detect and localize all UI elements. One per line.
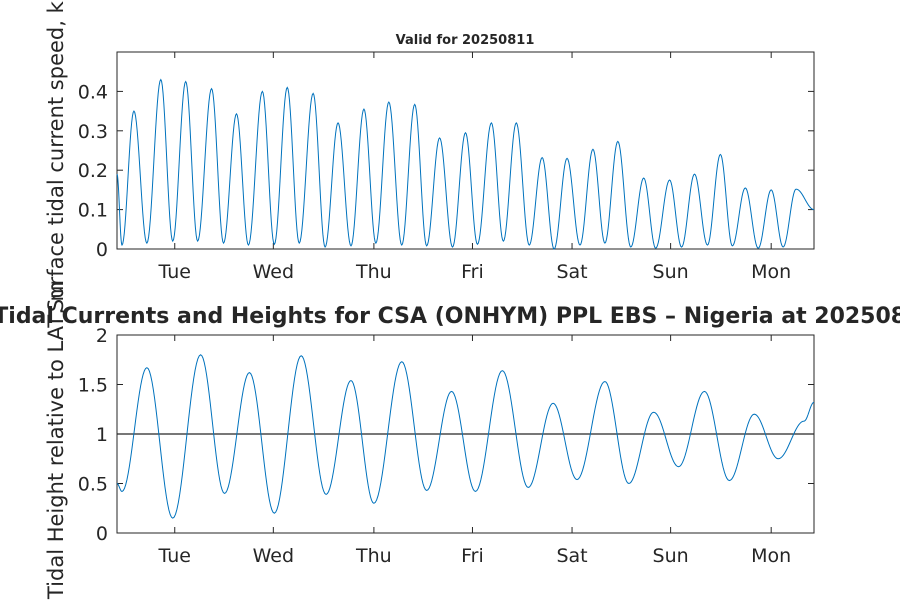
current-speed-x-tick-label: Sun — [653, 261, 689, 283]
current-speed-y-tick-label: 0 — [96, 239, 108, 261]
tidal-height-y-tick-label: 2 — [96, 325, 108, 347]
tidal-height-x-tick-label: Sun — [653, 545, 689, 567]
tidal-height-x-tick-label: Tue — [158, 545, 191, 567]
current-speed-x-tick-label: Fri — [461, 261, 484, 283]
current-speed-y-label: Surface tidal current speed, kn — [44, 0, 68, 312]
tidal-height-y-tick-label: 1.5 — [78, 375, 108, 397]
current-speed-x-ticks: Tue Wed Thu Fri Sat Sun Mon — [158, 52, 791, 283]
tidal-height-x-ticks: Tue Wed Thu Fri Sat Sun Mon — [158, 335, 791, 567]
current-speed-x-tick-label: Wed — [253, 261, 294, 283]
current-speed-line — [116, 78, 815, 250]
current-speed-axes — [116, 51, 815, 250]
tidal-height-line — [116, 354, 815, 519]
tidal-height-x-tick-label: Thu — [355, 545, 392, 567]
current-speed-x-tick-label: Thu — [355, 261, 392, 283]
tidal-height-x-tick-label: Sat — [556, 545, 587, 567]
current-speed-subplot: Valid for 20250811 00.10.20.30.4 Tue Wed T… — [44, 0, 815, 312]
tidal-height-y-ticks: 0 0.5 1 1.5 2 — [78, 325, 814, 545]
current-speed-y-tick-label: 0.4 — [78, 81, 108, 103]
tidal-height-x-tick-label: Mon — [751, 545, 791, 567]
tidal-height-subplot: 0 0.5 1 1.5 2 Tue Wed Thu Fri Sat Sun Mon Tidal He… — [44, 281, 815, 600]
tidal-height-y-tick-label: 1 — [96, 424, 108, 446]
current-speed-y-tick-label: 0.2 — [78, 160, 108, 182]
current-speed-y-ticks: 0 0.1 0.2 0.3 0.4 — [78, 81, 814, 261]
tidal-height-x-tick-label: Fri — [461, 545, 484, 567]
current-speed-y-tick-label: 0.3 — [78, 121, 108, 143]
tidal-height-y-tick-label: 0.5 — [78, 474, 108, 496]
figure-title: Tidal Currents and Heights for CSA (ONHY… — [0, 304, 900, 329]
tidal-height-y-label: Tidal Height relative to LAT, m — [44, 281, 68, 600]
current-speed-y-tick-label: 0.1 — [78, 200, 108, 222]
current-speed-title: Valid for 20250811 — [396, 33, 535, 48]
tidal-height-x-tick-label: Wed — [253, 545, 294, 567]
current-speed-x-tick-label: Sat — [556, 261, 587, 283]
tidal-height-y-tick-label: 0 — [96, 523, 108, 545]
current-speed-x-tick-label: Mon — [751, 261, 791, 283]
current-speed-x-tick-label: Tue — [158, 261, 191, 283]
